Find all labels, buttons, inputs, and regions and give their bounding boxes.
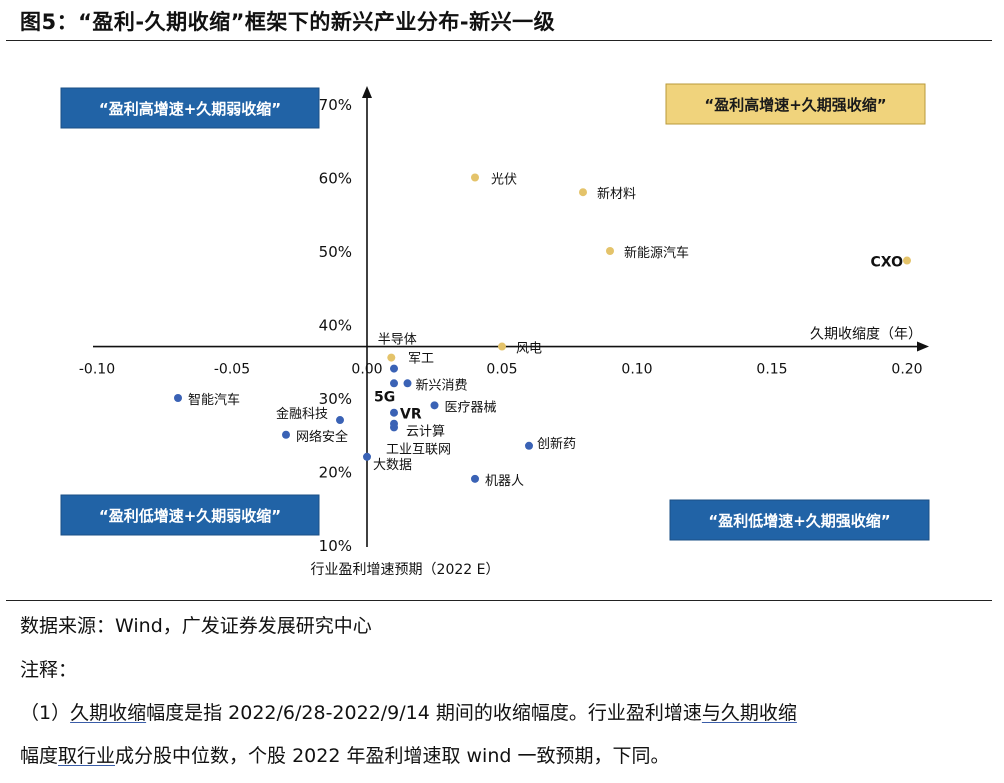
data-point (403, 379, 412, 388)
quadrant-label: “盈利低增速+久期强收缩” (708, 512, 890, 530)
figure-title: 图5：“盈利-久期收缩”框架下的新兴产业分布-新兴一级 (20, 10, 556, 34)
data-point (471, 173, 479, 182)
quadrant-box (60, 494, 320, 536)
x-tick-label: -0.10 (79, 362, 115, 378)
quadrant-box (669, 499, 930, 541)
note-term-duration: 久期收缩 (70, 702, 147, 724)
point-label: 智能汽车 (188, 392, 240, 408)
y-tick-label: 20% (319, 464, 352, 482)
title-rule (6, 40, 992, 41)
point-label: VR (400, 407, 422, 423)
quadrant-label: “盈利高增速+久期强收缩” (704, 96, 886, 114)
x-tick-label: -0.05 (214, 362, 250, 378)
data-point (282, 430, 290, 439)
source-rule (6, 600, 992, 601)
x-tick-label: 0.10 (621, 362, 652, 378)
point-label: 医疗器械 (445, 400, 497, 415)
note-prefix: （1） (20, 702, 71, 724)
note-text-2: 幅度 (20, 745, 59, 767)
x-tick-label: 0.00 (351, 362, 382, 378)
note-line-1: （1）久期收缩幅度是指 2022/6/28-2022/9/14 期间的收缩幅度。… (20, 698, 797, 725)
y-axis-title: 行业盈利增速预期（2022 E） (311, 562, 500, 578)
point-label: 新兴消费 (416, 377, 468, 393)
notes-heading: 注释： (20, 659, 78, 681)
point-label: 云计算 (406, 425, 445, 440)
data-point (390, 423, 398, 432)
y-axis-arrow (362, 86, 372, 98)
data-point (525, 441, 533, 450)
point-label: 光伏 (491, 173, 517, 188)
point-label: 工业互联网 (386, 442, 451, 457)
point-label: 半导体 (378, 333, 417, 348)
data-point (606, 247, 614, 255)
data-point (579, 188, 587, 197)
quadrant-label: “盈利高增速+久期弱收缩” (99, 100, 281, 118)
note-text: 幅度是指 2022/6/28-2022/9/14 期间的收缩幅度。行业盈利增速 (146, 702, 702, 724)
point-label: 新材料 (597, 186, 636, 202)
quadrant-box (665, 83, 926, 125)
point-label: 大数据 (373, 458, 412, 473)
scatter-chart: -0.10 -0.05 0.00 0.05 0.10 0.15 0.20 10% 20% 30% 4… (60, 83, 930, 578)
y-tick-label: 40% (319, 317, 352, 335)
data-point (390, 364, 398, 373)
note-line-2: 幅度取行业成分股中位数，个股 2022 年盈利增速取 wind 一致预期，下同。 (20, 741, 669, 768)
quadrant-box (60, 87, 320, 129)
data-point (498, 342, 506, 351)
point-label: 机器人 (485, 474, 524, 489)
x-axis-title: 久期收缩度（年） (810, 327, 922, 343)
y-tick-label: 50% (319, 243, 352, 261)
y-tick-label: 70% (319, 96, 352, 114)
point-label: 金融科技 (276, 406, 328, 422)
y-tick-label: 60% (319, 170, 352, 188)
point-label: 新能源汽车 (624, 245, 689, 261)
x-axis-arrow (917, 341, 929, 352)
data-point (430, 401, 439, 410)
point-label: 5G (374, 389, 395, 405)
note-term-industry: 取行业 (58, 745, 116, 767)
data-point (363, 452, 371, 461)
x-tick-label: 0.05 (486, 362, 517, 378)
data-point (390, 379, 398, 388)
data-point (336, 416, 344, 425)
point-label: 创新药 (537, 436, 576, 452)
data-point (903, 256, 911, 265)
data-point (174, 394, 182, 402)
point-label: 网络安全 (296, 429, 348, 445)
point-label: 风电 (516, 342, 542, 357)
data-point (387, 353, 396, 362)
x-tick-label: 0.15 (756, 362, 787, 378)
data-point (471, 474, 479, 483)
quadrant-label: “盈利低增速+久期弱收缩” (99, 507, 281, 525)
y-tick-label: 30% (319, 390, 352, 408)
note-term-duration-2: 与久期收缩 (701, 702, 797, 724)
point-label: 军工 (408, 352, 434, 367)
x-tick-label: 0.20 (891, 362, 922, 378)
source-note: 数据来源：Wind，广发证券发展研究中心 (20, 615, 372, 637)
point-label: CXO (871, 255, 904, 271)
y-tick-label: 10% (319, 537, 352, 555)
note-text-3: 成分股中位数，个股 2022 年盈利增速取 wind 一致预期，下同。 (115, 745, 670, 767)
data-point (390, 408, 398, 417)
